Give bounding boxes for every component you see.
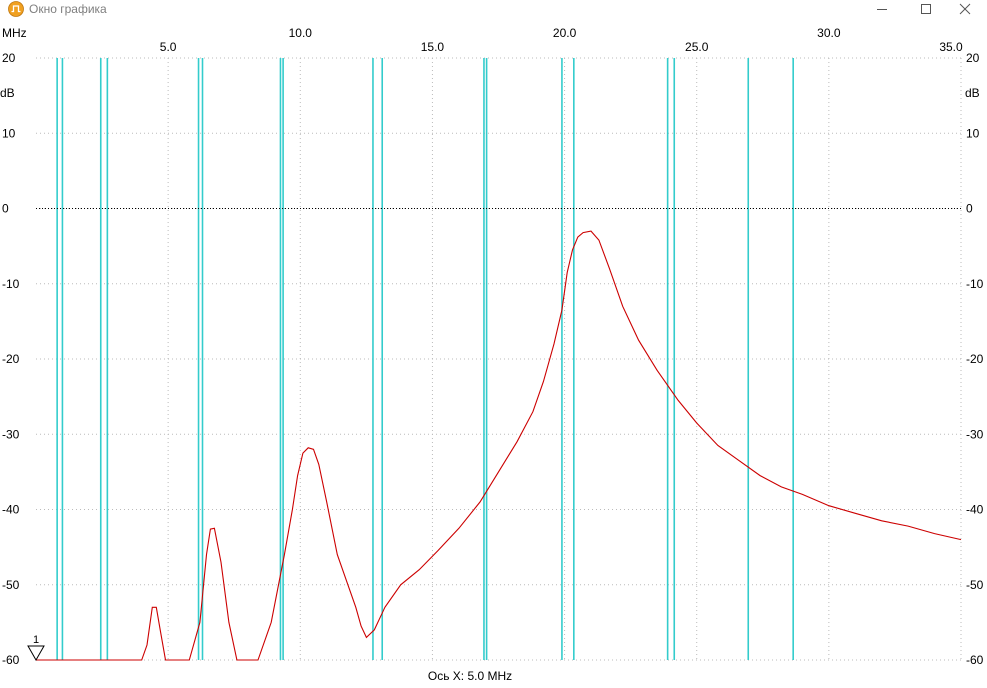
y-tick-label-left: -60 <box>2 653 20 667</box>
x-tick-label: 10.0 <box>289 26 313 40</box>
maximize-button[interactable] <box>904 0 948 18</box>
title-bar: Окно графика <box>0 0 987 18</box>
oscilloscope-app-icon <box>8 1 24 17</box>
response-trace <box>36 230 962 661</box>
y-tick-label-right: -10 <box>966 277 984 291</box>
y-tick-label-left: 20 <box>2 51 16 65</box>
x-tick-labels: 5.0 10.0 15.0 20.0 25.0 30.0 35.0 <box>160 26 963 54</box>
maximize-icon <box>921 4 931 14</box>
window-title: Окно графика <box>29 2 107 16</box>
x-tick-label: 30.0 <box>817 26 841 40</box>
y-tick-label-right: -40 <box>966 503 984 517</box>
y-tick-label-left: -40 <box>2 503 20 517</box>
y-tick-labels-right: 20 10 0 -10 -20 -30 -40 -50 -60 <box>966 51 984 667</box>
y-tick-label-right: -50 <box>966 578 984 592</box>
y-tick-label-left: -50 <box>2 578 20 592</box>
y-tick-label-left: 0 <box>2 202 9 216</box>
y-tick-label-left: -10 <box>2 277 20 291</box>
marker-lines <box>56 58 794 660</box>
x-tick-label: 25.0 <box>685 40 709 54</box>
y-unit-label-right: dB <box>965 86 980 100</box>
x-tick-label: 20.0 <box>553 26 577 40</box>
y-tick-label-right: -30 <box>966 427 984 441</box>
x-axis-caption: Ось X: 5.0 MHz <box>428 669 512 683</box>
x-tick-label: 5.0 <box>160 40 177 54</box>
y-tick-label-right: 20 <box>966 51 980 65</box>
y-tick-labels-left: 20 10 0 -10 -20 -30 -40 -50 -60 <box>2 51 20 667</box>
reference-marker-triangle <box>27 645 45 662</box>
y-tick-label-right: 0 <box>966 202 973 216</box>
y-tick-label-left: 10 <box>2 126 16 140</box>
reference-marker-label: 1 <box>33 634 39 646</box>
y-tick-label-right: -60 <box>966 653 984 667</box>
y-tick-label-right: 10 <box>966 126 980 140</box>
y-tick-label-left: -30 <box>2 427 20 441</box>
grid <box>36 57 962 661</box>
close-button[interactable] <box>943 0 987 18</box>
minimize-icon <box>877 9 887 10</box>
minimize-button[interactable] <box>860 0 904 18</box>
y-tick-label-right: -20 <box>966 352 984 366</box>
x-tick-label: 35.0 <box>939 40 963 54</box>
x-tick-label: 15.0 <box>421 40 445 54</box>
y-unit-label-left: dB <box>0 86 15 100</box>
close-icon <box>959 3 971 15</box>
reference-marker[interactable]: 1 <box>27 634 45 662</box>
x-unit-label: MHz <box>2 26 27 40</box>
y-tick-label-left: -20 <box>2 352 20 366</box>
